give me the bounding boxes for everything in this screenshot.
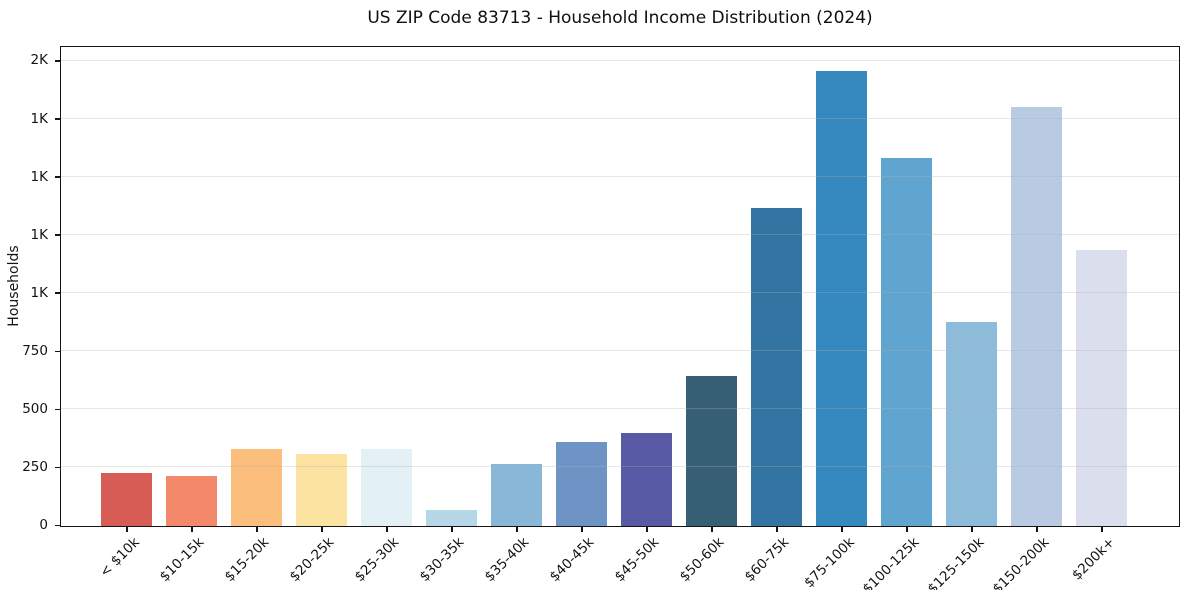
bar <box>881 157 932 526</box>
gridline <box>61 466 1179 468</box>
y-tick-label: 500 <box>22 400 48 417</box>
bar <box>816 70 867 526</box>
x-tick-mark <box>191 527 193 532</box>
gridline <box>61 292 1179 294</box>
bar <box>556 442 607 526</box>
x-tick-mark <box>1036 527 1038 532</box>
x-tick-mark <box>711 527 713 532</box>
x-tick-label: $35-40k <box>481 533 533 585</box>
x-tick-mark <box>646 527 648 532</box>
y-tick-label: 250 <box>22 458 48 475</box>
x-tick-label: $40-45k <box>546 533 598 585</box>
gridline <box>61 408 1179 410</box>
chart-title: US ZIP Code 83713 - Household Income Dis… <box>367 8 873 28</box>
x-tick-label: $60-75k <box>741 533 793 585</box>
y-tick-label: 1K <box>30 110 48 127</box>
x-tick-label: $10-15k <box>156 533 208 585</box>
gridline <box>61 176 1179 178</box>
x-tick-label: $25-30k <box>351 533 403 585</box>
x-tick-mark <box>1101 527 1103 532</box>
bar <box>621 432 672 526</box>
x-tick-label: $20-25k <box>286 533 338 585</box>
y-tick-mark <box>55 292 60 294</box>
x-tick-mark <box>451 527 453 532</box>
x-tick-label: < $10k <box>96 533 143 580</box>
bar <box>491 464 542 526</box>
y-tick-label: 750 <box>22 342 48 359</box>
x-tick-mark <box>776 527 778 532</box>
bar <box>361 448 412 526</box>
y-tick-label: 1K <box>30 284 48 301</box>
x-tick-label: $45-50k <box>611 533 663 585</box>
bar <box>166 476 217 526</box>
y-tick-label: 0 <box>39 517 48 533</box>
gridline <box>61 350 1179 352</box>
y-tick-label: 2K <box>30 52 48 69</box>
gridline <box>61 234 1179 236</box>
x-tick-mark <box>971 527 973 532</box>
x-tick-mark <box>906 527 908 532</box>
gridline <box>61 59 1179 61</box>
y-tick-mark <box>55 350 60 353</box>
x-tick-label: $75-100k <box>800 533 858 590</box>
x-tick-mark <box>516 527 518 532</box>
bar <box>751 207 802 526</box>
x-tick-mark <box>386 527 388 532</box>
x-tick-mark <box>321 527 323 532</box>
y-tick-mark <box>55 524 60 527</box>
y-tick-mark <box>55 408 60 411</box>
x-tick-mark <box>581 527 583 532</box>
x-tick-label: $125-150k <box>924 533 988 590</box>
y-tick-label: 1K <box>30 226 48 243</box>
x-tick-mark <box>841 527 843 532</box>
x-tick-mark <box>126 527 128 532</box>
y-tick-mark <box>55 176 60 178</box>
x-tick-mark <box>256 527 258 532</box>
y-tick-mark <box>55 118 60 120</box>
y-tick-label: 1K <box>30 168 48 185</box>
bar <box>231 448 282 526</box>
y-tick-mark <box>55 60 60 62</box>
bar <box>1076 249 1127 526</box>
bar <box>101 472 152 526</box>
bar <box>296 454 347 526</box>
x-tick-label: $50-60k <box>676 533 728 585</box>
bar <box>1011 106 1062 526</box>
y-tick-mark <box>55 466 60 469</box>
x-tick-label: $15-20k <box>221 533 273 585</box>
x-tick-label: $200k+ <box>1068 533 1118 583</box>
x-tick-label: $150-200k <box>989 533 1053 590</box>
bar <box>426 510 477 526</box>
y-tick-mark <box>55 234 60 236</box>
x-tick-label: $30-35k <box>416 533 468 585</box>
gridline <box>61 118 1179 120</box>
bar <box>946 321 997 526</box>
x-tick-label: $100-125k <box>859 533 923 590</box>
bar <box>686 375 737 526</box>
plot-area <box>60 46 1180 527</box>
